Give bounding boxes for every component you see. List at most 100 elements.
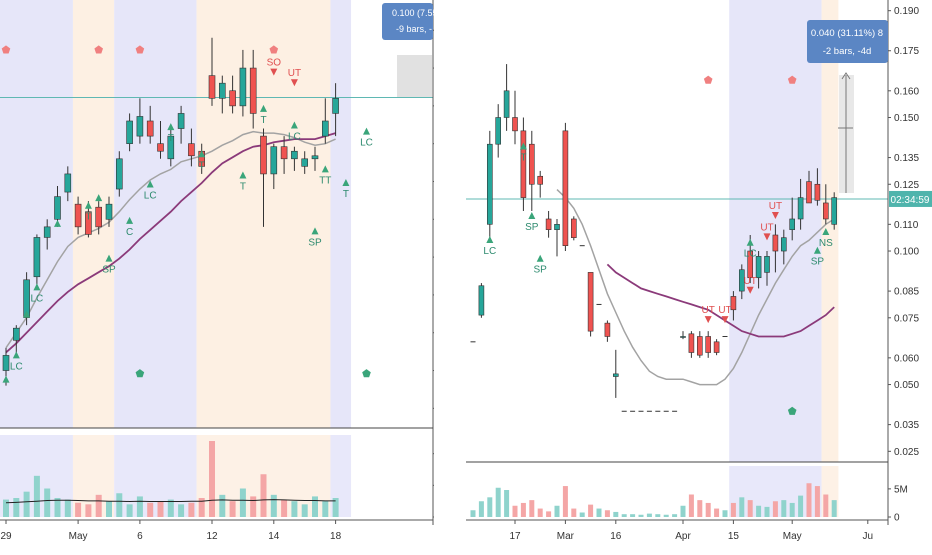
candle-body	[831, 197, 838, 225]
volume-bar	[147, 502, 154, 517]
candle	[301, 151, 309, 174]
signal-triangle-up	[167, 123, 175, 131]
signal-triangle-down	[721, 316, 729, 324]
candle-body	[229, 90, 236, 107]
volume-bar	[291, 501, 298, 517]
signal-label: T	[85, 212, 91, 223]
candle	[604, 320, 611, 342]
volume-bar	[85, 504, 92, 517]
volume-bar	[722, 510, 728, 517]
volume-bar	[136, 496, 143, 517]
signal-triangle-down	[746, 286, 754, 294]
candle-body	[495, 117, 502, 145]
volume-bar	[301, 504, 308, 517]
candle	[730, 291, 737, 321]
signal-marker: UT	[744, 276, 757, 294]
candle	[554, 218, 560, 257]
candle	[146, 105, 154, 144]
candle	[219, 75, 226, 114]
signal-label: UT	[769, 201, 782, 212]
candle	[208, 37, 216, 106]
signal-triangle-up	[146, 180, 154, 188]
candle-body	[730, 296, 737, 311]
pane-gap	[434, 0, 466, 550]
volume-bar	[332, 498, 339, 517]
candle-body	[764, 256, 770, 273]
candle-body	[188, 143, 195, 157]
candle-body	[772, 234, 779, 252]
volume-bar	[747, 500, 753, 517]
candle	[814, 168, 821, 206]
measure-tooltip-line1: 0.040 (31.11%) 8	[811, 28, 883, 39]
candle	[33, 234, 41, 288]
candle-body	[136, 116, 144, 137]
candle-body	[806, 181, 812, 204]
pentagon-marker	[135, 369, 145, 378]
volume-bar	[789, 502, 795, 517]
volume-bar	[831, 500, 837, 517]
time-axis-label: Apr	[675, 531, 691, 542]
volume-bar	[312, 496, 318, 517]
session-band-volume	[330, 435, 352, 517]
candle	[705, 331, 712, 358]
volume-bar	[520, 502, 526, 517]
price-axis-label: 0.035	[894, 420, 919, 431]
signal-label: T	[260, 115, 266, 126]
candle	[126, 113, 133, 152]
volume-bar	[198, 498, 205, 517]
measure-tooltip-line2: -2 bars, -4d	[823, 46, 872, 57]
signal-marker: SP	[534, 254, 547, 276]
volume-bar	[239, 488, 246, 517]
candle-body	[270, 146, 278, 175]
candle	[789, 197, 796, 241]
signal-triangle-up	[105, 254, 113, 262]
signal-triangle-up	[198, 150, 206, 158]
volume-bar	[504, 490, 510, 517]
candle	[495, 104, 502, 158]
candle-body	[797, 197, 804, 220]
volume-bar	[697, 500, 703, 517]
volume-bar	[814, 486, 820, 517]
volume-bar	[739, 497, 745, 517]
candle	[537, 170, 544, 198]
volume-bar	[470, 510, 476, 517]
signal-label: LC	[288, 132, 301, 143]
signal-triangle-up	[321, 165, 329, 173]
signal-triangle-up	[84, 201, 92, 209]
signal-triangle-up	[54, 219, 61, 227]
candle	[755, 251, 762, 289]
volume-bar	[638, 514, 644, 517]
candle	[280, 136, 288, 174]
volume-bar	[714, 508, 720, 517]
candle	[116, 151, 123, 197]
price-axis-label: 0.125	[894, 180, 919, 191]
volume-bar	[116, 493, 123, 517]
time-axis-label: Ju	[863, 531, 874, 542]
signal-marker	[95, 194, 103, 202]
signal-marker: T	[167, 123, 175, 144]
candle-body	[105, 203, 113, 220]
time-axis-label: 16	[610, 531, 622, 542]
signal-label: LC	[31, 293, 44, 304]
signal-triangle-up	[126, 216, 134, 224]
volume-bar	[167, 499, 174, 517]
signal-label: UT	[744, 276, 757, 287]
candle	[696, 331, 703, 358]
volume-bar	[512, 505, 518, 517]
volume-bar	[126, 504, 133, 517]
candle	[797, 178, 804, 230]
signal-label: SP	[102, 265, 116, 276]
signal-marker: UT	[718, 305, 732, 324]
signal-label: LC	[744, 249, 757, 260]
signal-label: TT	[319, 175, 331, 186]
signal-marker: LC	[360, 127, 373, 149]
signal-triangle-up	[12, 351, 20, 359]
candle-body	[822, 202, 829, 220]
volume-bar	[64, 499, 71, 517]
candle-body	[2, 355, 10, 371]
signal-triangle-down	[704, 316, 712, 324]
volume-bar	[209, 441, 215, 517]
volume-bar	[730, 502, 736, 517]
signal-label: T	[168, 133, 174, 144]
